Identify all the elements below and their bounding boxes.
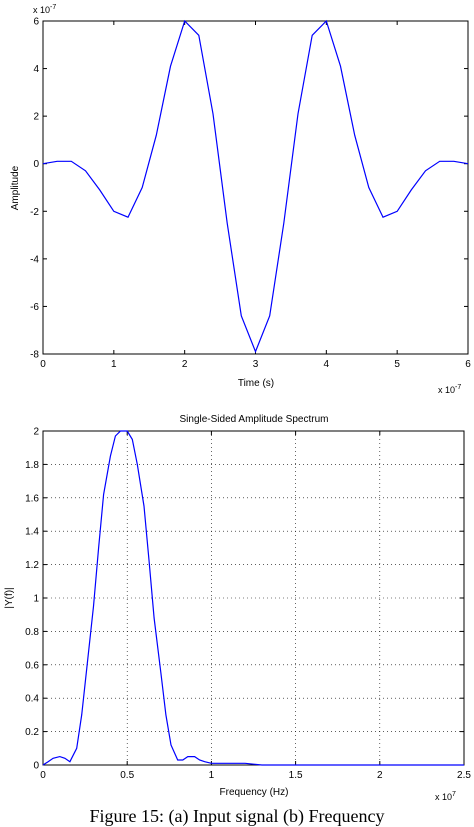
chart2-ytick-label-10: 2 <box>33 427 39 438</box>
input-signal-chart: 0 1 2 3 4 5 6 -8 -6 -4 -2 0 2 4 6 x 10-7 x 10-7 Time (… <box>0 0 474 400</box>
chart2-xtick-label-2: 1 <box>209 770 215 781</box>
chart1-y-exponent: x 10-7 <box>33 4 56 15</box>
chart1-xlabel: Time (s) <box>238 378 274 389</box>
chart2-ytick-label-0: 0 <box>33 761 39 772</box>
chart1-ytick-label-2: -4 <box>30 254 39 265</box>
chart2-xtick-label-3: 1.5 <box>289 770 303 781</box>
chart2-ytick-label-3: 0.6 <box>25 660 39 671</box>
chart1-ylabel: Amplitude <box>10 165 21 210</box>
chart2-ytick-label-1: 0.2 <box>25 727 39 738</box>
chart1-ytick-label-3: -2 <box>30 207 39 218</box>
chart1-xtick-label-4: 4 <box>324 359 330 370</box>
chart2-ytick-label-9: 1.8 <box>25 460 39 471</box>
chart2-title: Single-Sided Amplitude Spectrum <box>180 414 329 425</box>
chart2-xtick-label-4: 2 <box>377 770 383 781</box>
chart2-xtick-label-0: 0 <box>40 770 46 781</box>
chart2-x-exponent: x 107 <box>435 791 456 800</box>
chart2-ytick-label-4: 0.8 <box>25 627 39 638</box>
chart1-ytick-label-0: -8 <box>30 350 39 361</box>
chart1-ytick-label-6: 4 <box>33 64 39 75</box>
amplitude-spectrum-chart: 0 0.5 1 1.5 2 2.500.20.40.60.811.21.41.61.82 … <box>0 400 474 800</box>
chart2-ytick-label-5: 1 <box>33 594 39 605</box>
chart1-xtick-label-5: 5 <box>394 359 400 370</box>
chart2-ytick-label-2: 0.4 <box>25 694 39 705</box>
chart1-ytick-label-7: 6 <box>33 17 39 28</box>
chart1-xtick-label-6: 6 <box>465 359 471 370</box>
chart1-ytick-label-4: 0 <box>33 159 39 170</box>
chart2-xtick-label-5: 2.5 <box>457 770 471 781</box>
chart2-xtick-label-1: 0.5 <box>120 770 134 781</box>
chart1-xtick-label-2: 2 <box>182 359 188 370</box>
chart2-ytick-label-7: 1.4 <box>25 527 39 538</box>
figure-caption: Figure 15: (a) Input signal (b) Frequenc… <box>0 806 474 827</box>
chart2-ytick-label-6: 1.2 <box>25 560 39 571</box>
chart1-xtick-label-1: 1 <box>111 359 117 370</box>
chart2-xlabel: Frequency (Hz) <box>220 787 289 798</box>
chart1-ytick-label-5: 2 <box>33 112 39 123</box>
chart1-xtick-label-0: 0 <box>40 359 46 370</box>
chart1-xtick-label-3: 3 <box>253 359 259 370</box>
chart1-axes-box <box>43 21 468 354</box>
chart2-ytick-label-8: 1.6 <box>25 493 39 504</box>
chart1-ytick-label-1: -6 <box>30 302 39 313</box>
chart1-x-exponent: x 10-7 <box>438 384 461 395</box>
chart2-ylabel: |Y(f)| <box>4 587 15 608</box>
